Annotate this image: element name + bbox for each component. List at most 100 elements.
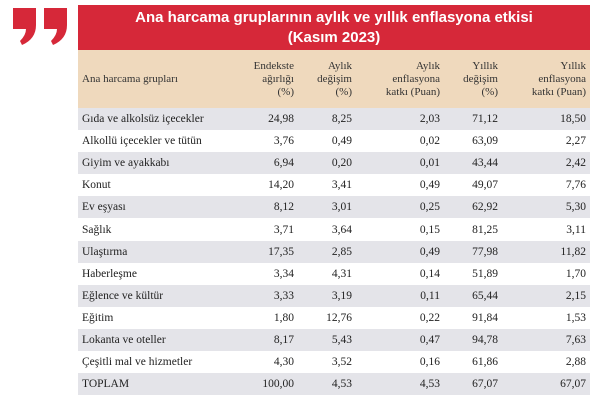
- table-cell: 7,76: [565, 179, 586, 192]
- table-row: Eğlence ve kültür 3,33 3,19 0,11 65,44 2,15: [78, 284, 590, 307]
- table-cell: 49,07: [472, 179, 498, 192]
- header-cell: Endekste ağırlığı (%): [230, 50, 294, 108]
- table-cell: 24,98: [268, 113, 294, 126]
- table-cell: 5,30: [565, 201, 586, 214]
- table-cell: 0,15: [419, 223, 440, 236]
- header-text: Yıllık: [560, 59, 586, 72]
- table-cell: 3,33: [273, 289, 294, 302]
- header-cell: Yıllık değişim (%): [442, 50, 498, 108]
- table-cell: TOPLAM: [82, 378, 130, 391]
- table-cell: 8,12: [273, 201, 294, 214]
- table-cell: 18,50: [560, 113, 586, 126]
- table-row: Lokanta ve oteller 8,17 5,43 0,47 94,78 7,63: [78, 329, 590, 352]
- header-text: enflasyona: [392, 72, 440, 85]
- table-cell: 1,80: [273, 311, 294, 324]
- table-cell: 0,25: [419, 201, 440, 214]
- table-cell: 0,02: [419, 135, 440, 148]
- table-cell: 63,09: [472, 135, 498, 148]
- table-cell: 71,12: [472, 113, 498, 126]
- table-cell: 0,22: [419, 311, 440, 324]
- header-text: enflasyona: [538, 72, 586, 85]
- table-cell: 91,84: [472, 311, 498, 324]
- table-cell: 1,53: [565, 311, 586, 324]
- table-cell: 67,07: [560, 378, 586, 391]
- table-cell: 77,98: [472, 245, 498, 258]
- table-cell: Çeşitli mal ve hizmetler: [82, 356, 193, 369]
- table-row: Alkollü içecekler ve tütün 3,76 0,49 0,02 63…: [78, 130, 590, 153]
- table-row: Giyim ve ayakkabı 6,94 0,20 0,01 43,44 2,42: [78, 152, 590, 175]
- table-cell: Sağlık: [82, 223, 112, 236]
- table-cell: 2,15: [565, 289, 586, 302]
- table-cell: 65,44: [472, 289, 498, 302]
- header-text: ağırlığı: [262, 72, 294, 85]
- table-cell: 3,01: [331, 201, 352, 214]
- table-cell: 43,44: [472, 157, 498, 170]
- header-cell: Ana harcama grupları: [82, 50, 230, 108]
- table-cell: 0,16: [419, 356, 440, 369]
- table-cell: 2,27: [565, 135, 586, 148]
- header-text: (%): [277, 85, 295, 98]
- table-cell: 3,52: [331, 356, 352, 369]
- table-cell: 2,42: [565, 157, 586, 170]
- table-cell: Ev eşyası: [82, 201, 126, 214]
- table-cell: Alkollü içecekler ve tütün: [82, 135, 202, 148]
- table-cell: 51,89: [472, 267, 498, 280]
- table-cell: 0,49: [331, 135, 352, 148]
- table-cell: 3,76: [273, 135, 294, 148]
- table-cell: 2,03: [419, 113, 440, 126]
- table-cell: 5,43: [331, 334, 352, 347]
- table-row: Ev eşyası 8,12 3,01 0,25 62,92 5,30: [78, 196, 590, 219]
- table-cell: 3,34: [273, 267, 294, 280]
- table-cell: 8,17: [273, 334, 294, 347]
- table-cell: 0,47: [419, 334, 440, 347]
- table-cell: 3,41: [331, 179, 352, 192]
- header-cell: Aylık değişim (%): [296, 50, 352, 108]
- table-row: Ulaştırma 17,35 2,85 0,49 77,98 11,82: [78, 240, 590, 263]
- table-cell: 94,78: [472, 334, 498, 347]
- table-cell: Eğitim: [82, 311, 114, 324]
- header-text: Ana harcama grupları: [82, 72, 178, 85]
- table-cell: 67,07: [472, 378, 498, 391]
- table-cell: 14,20: [268, 179, 294, 192]
- header-text: (%): [335, 85, 353, 98]
- table-cell: Eğlence ve kültür: [82, 289, 164, 302]
- table-cell: 0,49: [419, 179, 440, 192]
- header-text: değişim: [317, 72, 352, 85]
- table-cell: 0,14: [419, 267, 440, 280]
- table-cell: 3,19: [331, 289, 352, 302]
- table-cell: 1,70: [565, 267, 586, 280]
- table-cell: 4,53: [331, 378, 352, 391]
- header-text: Endekste: [253, 59, 294, 72]
- table-cell: 12,76: [326, 311, 352, 324]
- table-cell: 8,25: [331, 113, 352, 126]
- table-cell: 2,88: [565, 356, 586, 369]
- table-cell: 0,11: [420, 289, 440, 302]
- header-text: katkı (Puan): [531, 85, 586, 98]
- table-cell: Konut: [82, 179, 111, 192]
- table-cell: 61,86: [472, 356, 498, 369]
- table-cell: 0,20: [331, 157, 352, 170]
- table-cell: 4,31: [331, 267, 352, 280]
- header-text: katkı (Puan): [385, 85, 440, 98]
- table-row: Çeşitli mal ve hizmetler 4,30 3,52 0,16 61,8…: [78, 351, 590, 374]
- table-cell: 3,71: [273, 223, 294, 236]
- table-row: Konut 14,20 3,41 0,49 49,07 7,76: [78, 174, 590, 197]
- table-cell: Gıda ve alkolsüz içecekler: [82, 113, 204, 126]
- table-cell: 0,01: [419, 157, 440, 170]
- table-cell: 4,30: [273, 356, 294, 369]
- table-cell: Haberleşme: [82, 267, 137, 280]
- table-cell: 0,49: [419, 245, 440, 258]
- header-cell: Aylık enflasyona katkı (Puan): [354, 50, 440, 108]
- table-row: TOPLAM 100,00 4,53 4,53 67,07 67,07: [78, 373, 590, 396]
- table-cell: 11,82: [560, 245, 586, 258]
- table-cell: Ulaştırma: [82, 245, 128, 258]
- table-row: Eğitim 1,80 12,76 0,22 91,84 1,53: [78, 306, 590, 329]
- table-cell: 6,94: [273, 157, 294, 170]
- table-cell: 81,25: [472, 223, 498, 236]
- table-cell: Lokanta ve oteller: [82, 334, 166, 347]
- table-cell: 3,11: [566, 223, 586, 236]
- header-text: değişim: [463, 72, 498, 85]
- subtitle: (Kasım 2023): [287, 29, 381, 46]
- table-cell: 7,63: [565, 334, 586, 347]
